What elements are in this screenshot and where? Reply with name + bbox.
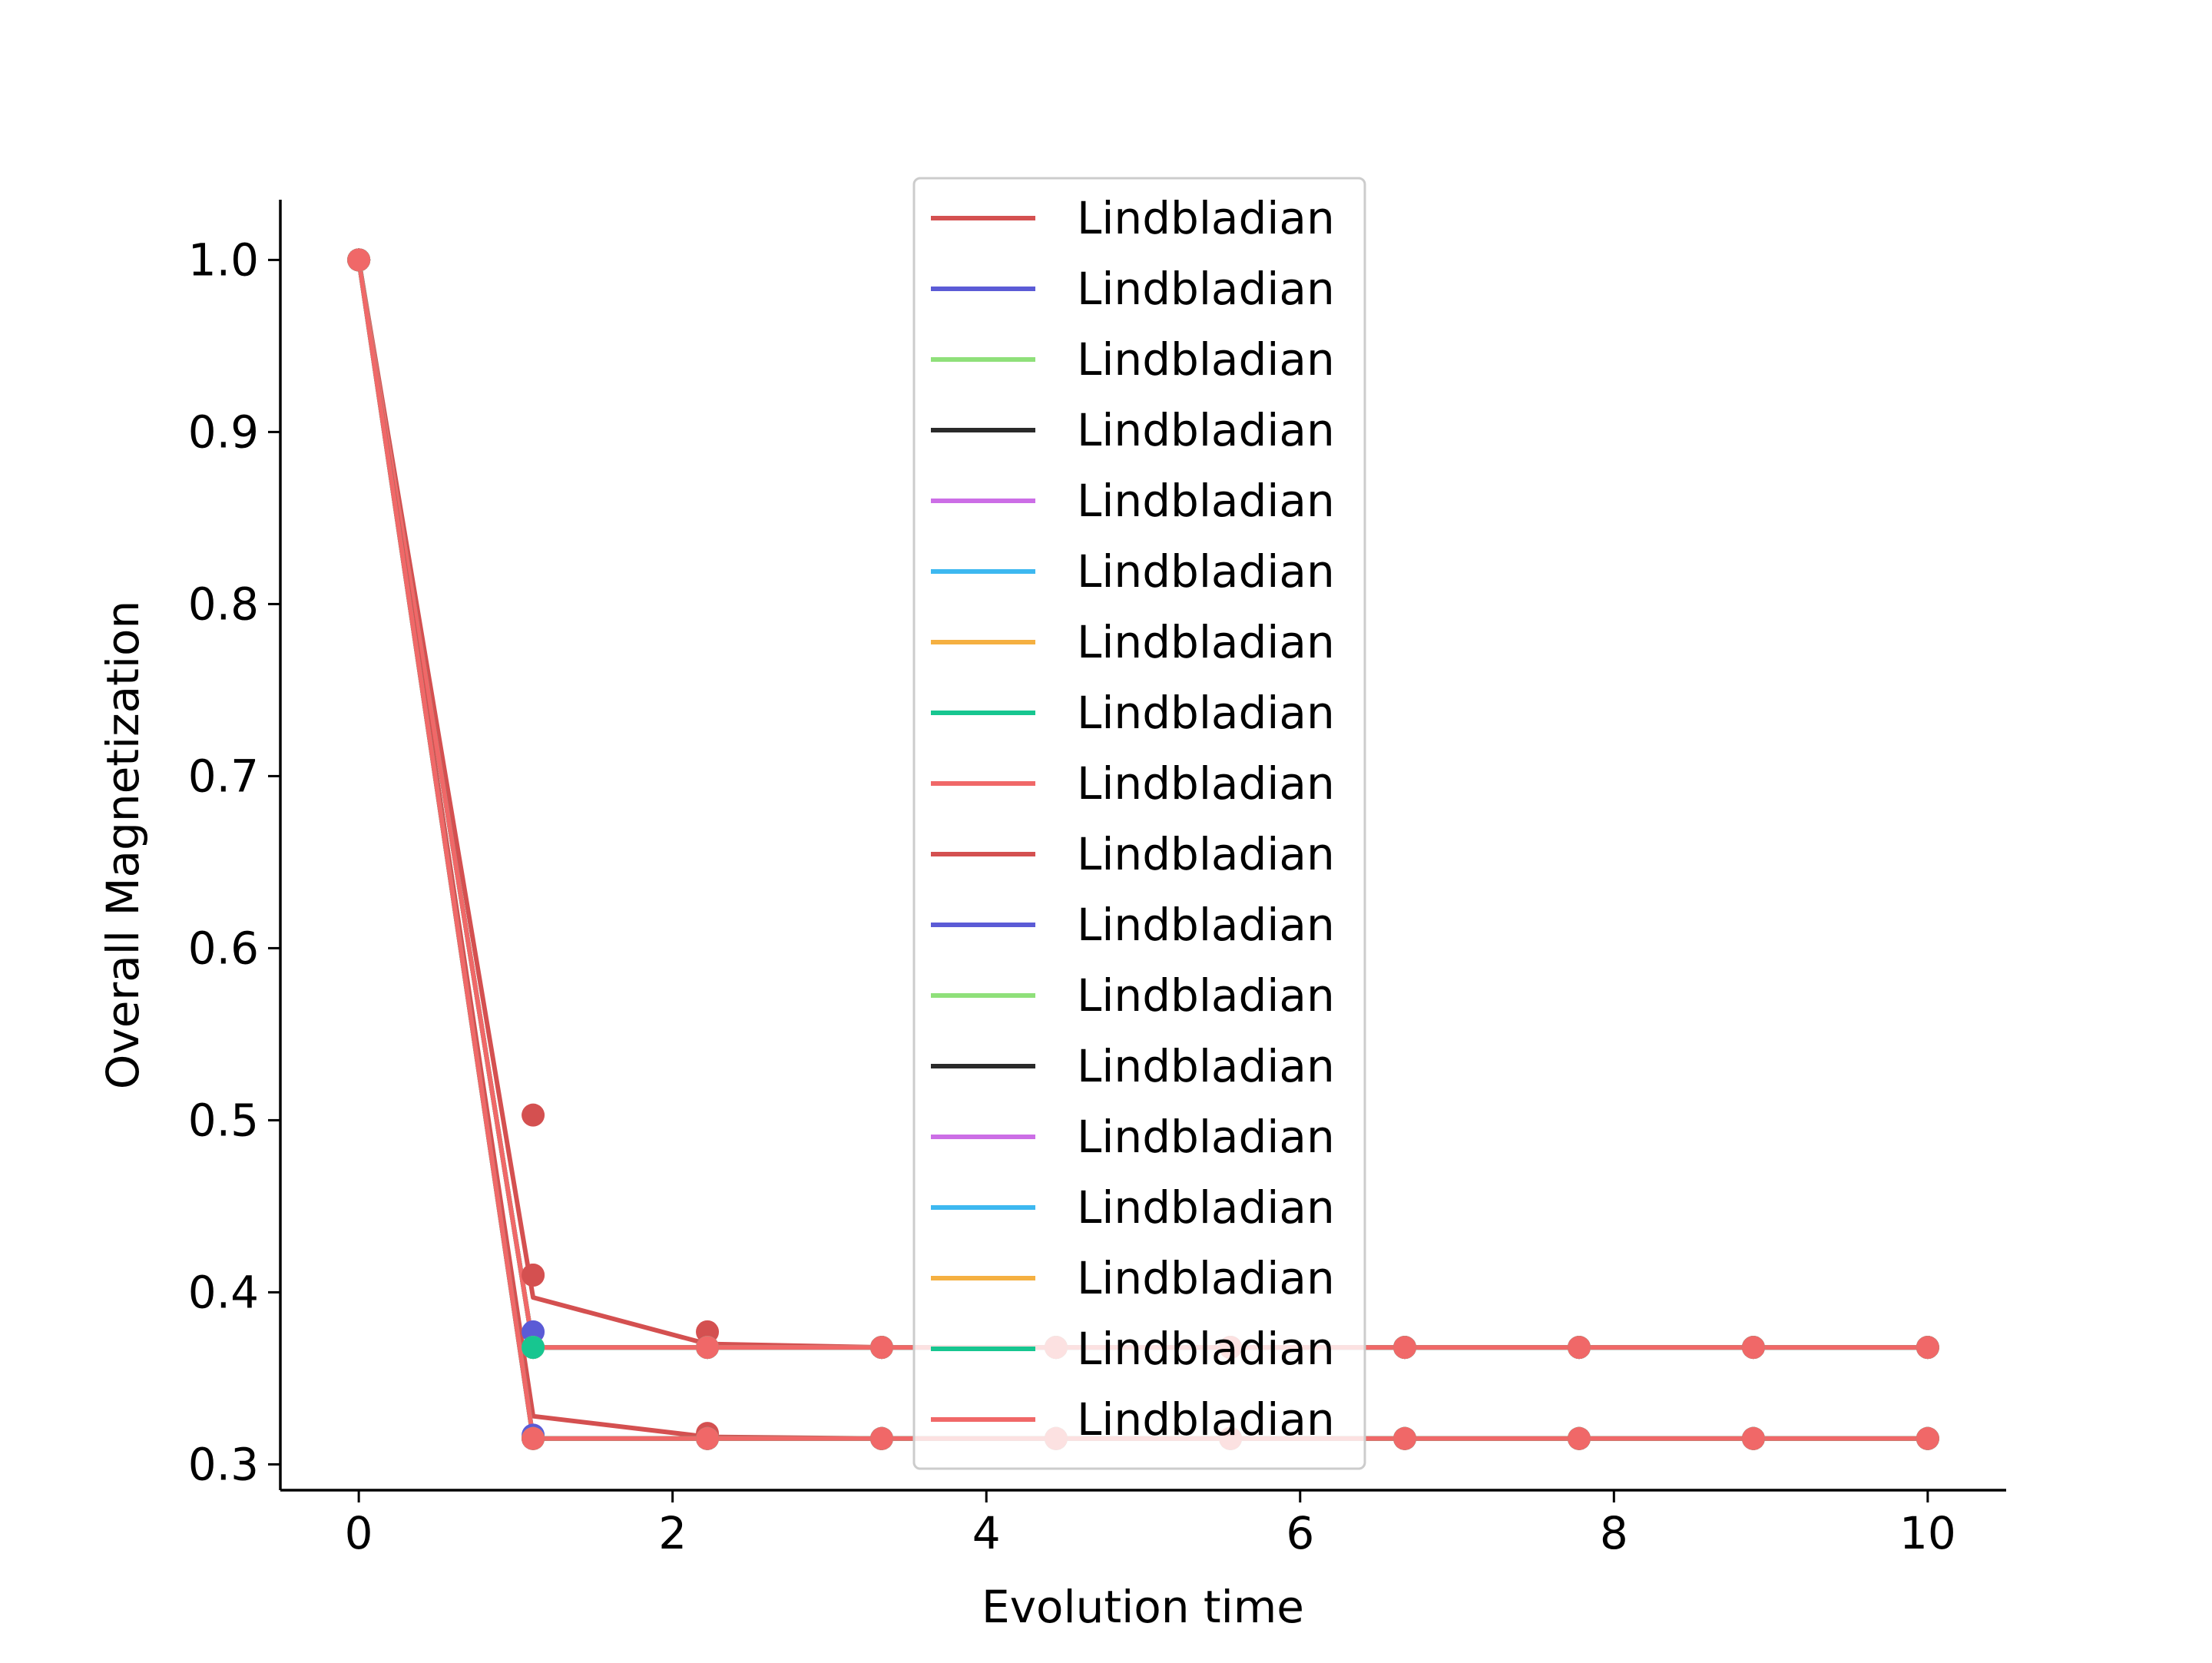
legend-label: Lindbladian	[1077, 545, 1335, 598]
y-axis-label: Overall Magnetization	[97, 601, 149, 1090]
series-1-point	[522, 1103, 545, 1127]
axes-layer	[279, 200, 2006, 1492]
x-tick-label: 4	[972, 1507, 1001, 1559]
legend-label: Lindbladian	[1077, 1040, 1335, 1092]
y-tick-label: 0.4	[188, 1266, 259, 1318]
legend-label: Lindbladian	[1077, 616, 1335, 668]
legend-label: Lindbladian	[1077, 333, 1335, 386]
y-tick-label: 0.9	[188, 406, 259, 458]
series-18-point	[347, 248, 371, 272]
y-tick-label: 0.6	[188, 922, 259, 974]
x-tick-label: 2	[658, 1507, 687, 1559]
series-9-point	[1393, 1336, 1417, 1360]
series-18-point	[696, 1426, 720, 1450]
series-9-point	[1916, 1336, 1939, 1360]
x-tick-label: 8	[1600, 1507, 1628, 1559]
x-axis-label: Evolution time	[982, 1581, 1304, 1633]
legend-label: Lindbladian	[1077, 1323, 1335, 1375]
series-9-point	[1741, 1336, 1765, 1360]
series-18-point	[1916, 1426, 1939, 1450]
legend-label: Lindbladian	[1077, 263, 1335, 315]
x-tick-label: 0	[345, 1507, 373, 1559]
y-tick-label: 0.3	[188, 1438, 259, 1490]
x-tick-label: 6	[1286, 1507, 1314, 1559]
series-8-point	[522, 1336, 545, 1360]
series-18-point	[1567, 1426, 1591, 1450]
y-tick-label: 0.8	[188, 578, 259, 630]
x-tick-label: 10	[1899, 1507, 1956, 1559]
legend: Lindbladian Lindbladian Lindbladian Lindbla…	[912, 177, 1366, 1470]
legend-label: Lindbladian	[1077, 828, 1335, 880]
y-tick-label: 1.0	[188, 234, 259, 286]
legend-label: Lindbladian	[1077, 404, 1335, 456]
series-9-point	[1567, 1336, 1591, 1360]
series-18-point	[522, 1426, 545, 1450]
legend-label: Lindbladian	[1077, 192, 1335, 244]
legend-label: Lindbladian	[1077, 475, 1335, 527]
legend-label: Lindbladian	[1077, 757, 1335, 810]
legend-label: Lindbladian	[1077, 1252, 1335, 1304]
series-9-point	[696, 1336, 720, 1360]
series-18-point	[869, 1426, 893, 1450]
ticks-layer: 0 2 4 6 8 10 0.3 0.4 0.5 0.6 0.7 0.8 0.9 1.0	[188, 234, 1956, 1559]
legend-label: Lindbladian	[1077, 899, 1335, 951]
legend-label: Lindbladian	[1077, 1181, 1335, 1234]
series-9-point	[869, 1336, 893, 1360]
series-18-point	[1393, 1426, 1417, 1450]
y-tick-label: 0.7	[188, 750, 259, 802]
legend-label: Lindbladian	[1077, 969, 1335, 1022]
y-tick-label: 0.5	[188, 1094, 259, 1146]
legend-label: Lindbladian	[1077, 687, 1335, 739]
series-18-point	[1741, 1426, 1765, 1450]
series-10-point	[522, 1264, 545, 1287]
legend-label: Lindbladian	[1077, 1111, 1335, 1163]
legend-label: Lindbladian	[1077, 1393, 1335, 1446]
